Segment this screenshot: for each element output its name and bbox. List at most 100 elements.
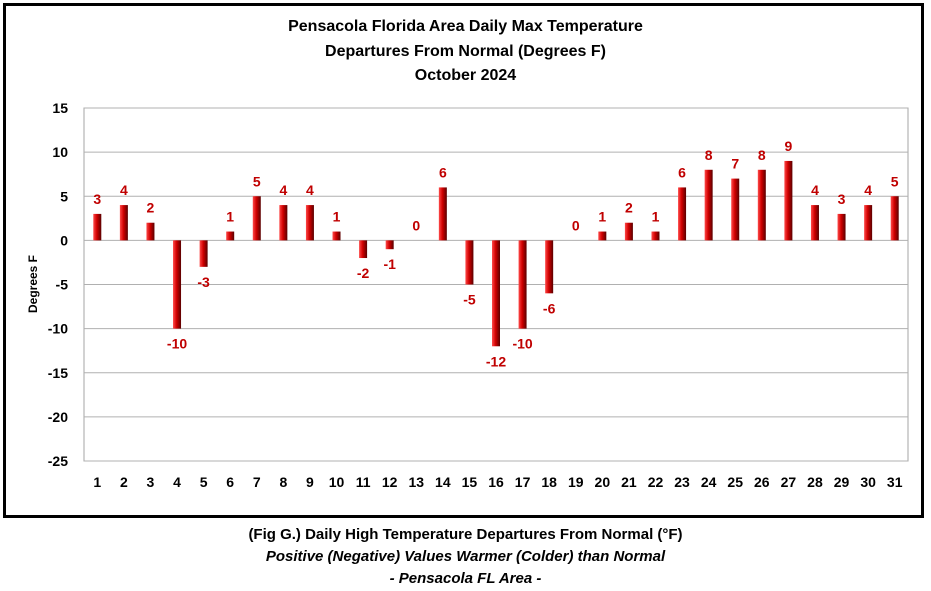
data-label: 6	[678, 164, 686, 180]
x-tick-label: 1	[93, 474, 101, 490]
bar-day-4	[173, 240, 182, 329]
data-label: 0	[572, 217, 580, 233]
x-tick-label: 11	[356, 474, 371, 490]
x-tick-label: 25	[727, 474, 743, 490]
data-label: 6	[439, 164, 447, 180]
x-tick-label: 15	[462, 474, 478, 490]
bar-day-15	[465, 240, 474, 285]
x-tick-label: 8	[279, 474, 287, 490]
data-label: 1	[652, 209, 660, 225]
y-tick-label: -10	[48, 321, 68, 337]
data-label: 5	[891, 173, 899, 189]
caption-line-3: - Pensacola FL Area -	[389, 570, 542, 587]
data-label: -10	[512, 336, 532, 352]
x-tick-label: 24	[701, 474, 717, 490]
x-tick-label: 17	[515, 474, 531, 490]
caption-line-1: (Fig G.) Daily High Temperature Departur…	[248, 526, 683, 543]
caption-line-2: Positive (Negative) Values Warmer (Colde…	[265, 548, 666, 565]
bar-day-9	[305, 205, 314, 241]
data-label: 4	[120, 182, 128, 198]
data-label: 1	[598, 209, 606, 225]
x-tick-label: 16	[488, 474, 504, 490]
y-tick-label: 0	[60, 232, 68, 248]
x-tick-label: 22	[648, 474, 664, 490]
data-label: 7	[731, 156, 739, 172]
x-tick-label: 27	[781, 474, 797, 490]
data-label: -2	[357, 265, 370, 281]
x-tick-label: 31	[887, 474, 903, 490]
x-tick-label: 4	[173, 474, 181, 490]
x-tick-label: 6	[226, 474, 234, 490]
x-tick-label: 30	[860, 474, 876, 490]
y-tick-label: 5	[60, 188, 68, 204]
data-label: 3	[93, 191, 101, 207]
bar-day-8	[279, 205, 288, 241]
bar-day-16	[492, 240, 500, 347]
x-tick-label: 29	[834, 474, 850, 490]
data-label: 9	[784, 138, 792, 154]
bar-day-7	[252, 196, 261, 241]
y-tick-label: -20	[48, 409, 68, 425]
data-label: 8	[705, 147, 713, 163]
data-label: 2	[147, 200, 155, 216]
data-label: -3	[197, 274, 210, 290]
x-axis-ticks: 1 2 3 4 5 6 7 8 9 10 11 12 13 14 15 16 17 18 19 20 21 22 23 24 2…	[93, 474, 902, 490]
data-label: 1	[226, 209, 234, 225]
data-label: 3	[838, 191, 846, 207]
bar-day-21	[624, 222, 633, 241]
bar-day-26	[757, 169, 766, 241]
bar-day-2	[119, 205, 128, 241]
data-label: 4	[811, 182, 819, 198]
x-tick-label: 5	[200, 474, 208, 490]
bar-day-22	[651, 231, 660, 241]
bar-day-14	[438, 187, 447, 241]
bar-day-17	[518, 240, 527, 329]
x-tick-label: 19	[568, 474, 584, 490]
data-label: -10	[167, 336, 187, 352]
y-axis-ticks: 15 10 5 0 -5 -10 -15 -20 -25	[48, 100, 68, 469]
bar-day-28	[810, 205, 819, 241]
data-label: 0	[412, 217, 420, 233]
x-tick-label: 14	[435, 474, 451, 490]
bar-day-30	[864, 205, 873, 241]
bar-day-10	[332, 231, 341, 241]
bar-day-1	[93, 213, 102, 241]
data-label: 4	[279, 182, 287, 198]
x-tick-label: 7	[253, 474, 261, 490]
bar-day-3	[146, 222, 155, 241]
y-tick-label: -15	[48, 365, 68, 381]
y-tick-label: -25	[48, 453, 68, 469]
y-tick-label: -5	[56, 277, 69, 293]
data-label: -12	[486, 353, 506, 369]
x-tick-label: 28	[807, 474, 823, 490]
bar-day-29	[837, 213, 846, 241]
y-tick-label: 10	[52, 144, 68, 160]
bars	[93, 160, 899, 347]
x-tick-label: 2	[120, 474, 128, 490]
data-label: -6	[543, 300, 556, 316]
x-tick-label: 18	[541, 474, 557, 490]
data-label: 5	[253, 173, 261, 189]
data-label: 1	[333, 209, 341, 225]
bar-day-24	[704, 169, 713, 241]
bar-day-5	[199, 240, 208, 267]
data-label: 8	[758, 147, 766, 163]
bar-day-6	[226, 231, 235, 241]
x-tick-label: 10	[329, 474, 345, 490]
figure-caption: (Fig G.) Daily High Temperature Departur…	[0, 524, 931, 590]
x-tick-label: 9	[306, 474, 314, 490]
chart-title-line-2: Departures From Normal (Degrees F)	[325, 43, 606, 60]
data-label: -1	[383, 256, 396, 272]
bar-day-27	[784, 160, 793, 241]
x-tick-label: 3	[147, 474, 155, 490]
chart-title-line-1: Pensacola Florida Area Daily Max Tempera…	[288, 18, 643, 35]
x-tick-label: 23	[674, 474, 690, 490]
x-tick-label: 21	[621, 474, 637, 490]
bar-day-11	[359, 240, 368, 259]
y-tick-label: 15	[52, 100, 68, 116]
data-label: 4	[306, 182, 314, 198]
y-axis-label: Degrees F	[26, 255, 40, 313]
x-tick-label: 13	[408, 474, 424, 490]
x-tick-label: 12	[382, 474, 398, 490]
